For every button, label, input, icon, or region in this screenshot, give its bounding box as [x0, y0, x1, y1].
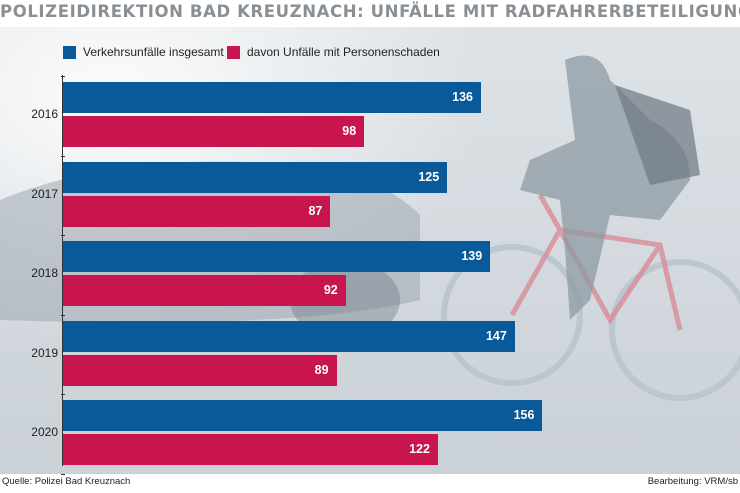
footer: Quelle: Polizei Bad Kreuznach Bearbeitun… — [0, 474, 740, 493]
bar-total-2020 — [63, 400, 543, 431]
legend-label-injury: davon Unfälle mit Personenschaden — [247, 45, 440, 59]
y-axis-tick — [61, 314, 65, 316]
bar-total-2018 — [63, 241, 491, 272]
credit-note: Bearbeitung: VRM/sb — [647, 476, 738, 487]
value-label-total-2017: 125 — [418, 169, 440, 184]
legend-item-injury: davon Unfälle mit Personenschaden — [227, 44, 440, 60]
value-label-injury-2018: 92 — [323, 283, 338, 297]
year-label-2016: 2016 — [31, 107, 58, 121]
bar-injury-2016 — [63, 116, 365, 147]
legend-swatch-total — [63, 45, 76, 59]
legend-label-total: Verkehrsunfälle insgesamt — [83, 45, 224, 59]
bar-injury-2017 — [63, 195, 331, 227]
source-note: Quelle: Polizei Bad Kreuznach — [2, 476, 131, 487]
value-label-total-2018: 139 — [461, 249, 483, 263]
bar-injury-2020 — [63, 434, 438, 465]
legend-item-total: Verkehrsunfälle insgesamt — [63, 44, 224, 60]
year-label-2017: 2017 — [31, 186, 58, 201]
y-axis-tick — [61, 155, 65, 157]
year-label-2018: 2018 — [31, 266, 58, 280]
year-label-2019: 2019 — [31, 345, 58, 360]
value-label-injury-2017: 87 — [308, 203, 323, 218]
y-axis-tick — [61, 473, 65, 475]
year-label-2020: 2020 — [31, 425, 58, 439]
legend-swatch-injury — [227, 45, 240, 59]
y-axis-line — [62, 75, 63, 466]
value-label-total-2019: 147 — [485, 328, 507, 343]
y-axis-tick — [61, 394, 65, 395]
bar-injury-2019 — [63, 354, 337, 386]
bar-total-2017 — [63, 161, 448, 193]
bar-total-2019 — [63, 320, 515, 352]
value-label-injury-2019: 89 — [314, 362, 329, 377]
value-label-injury-2020: 122 — [409, 442, 430, 456]
y-axis-tick — [61, 235, 65, 236]
bar-total-2016 — [63, 82, 481, 113]
y-axis-tick — [61, 76, 65, 77]
chart-title: POLIZEIDIREKTION BAD KREUZNACH: UNFÄLLE … — [0, 2, 740, 21]
value-label-total-2016: 136 — [452, 90, 473, 104]
value-label-injury-2016: 98 — [342, 124, 357, 138]
value-label-total-2020: 156 — [513, 408, 535, 422]
bar-injury-2018 — [63, 275, 346, 306]
title-bar — [0, 0, 740, 27]
